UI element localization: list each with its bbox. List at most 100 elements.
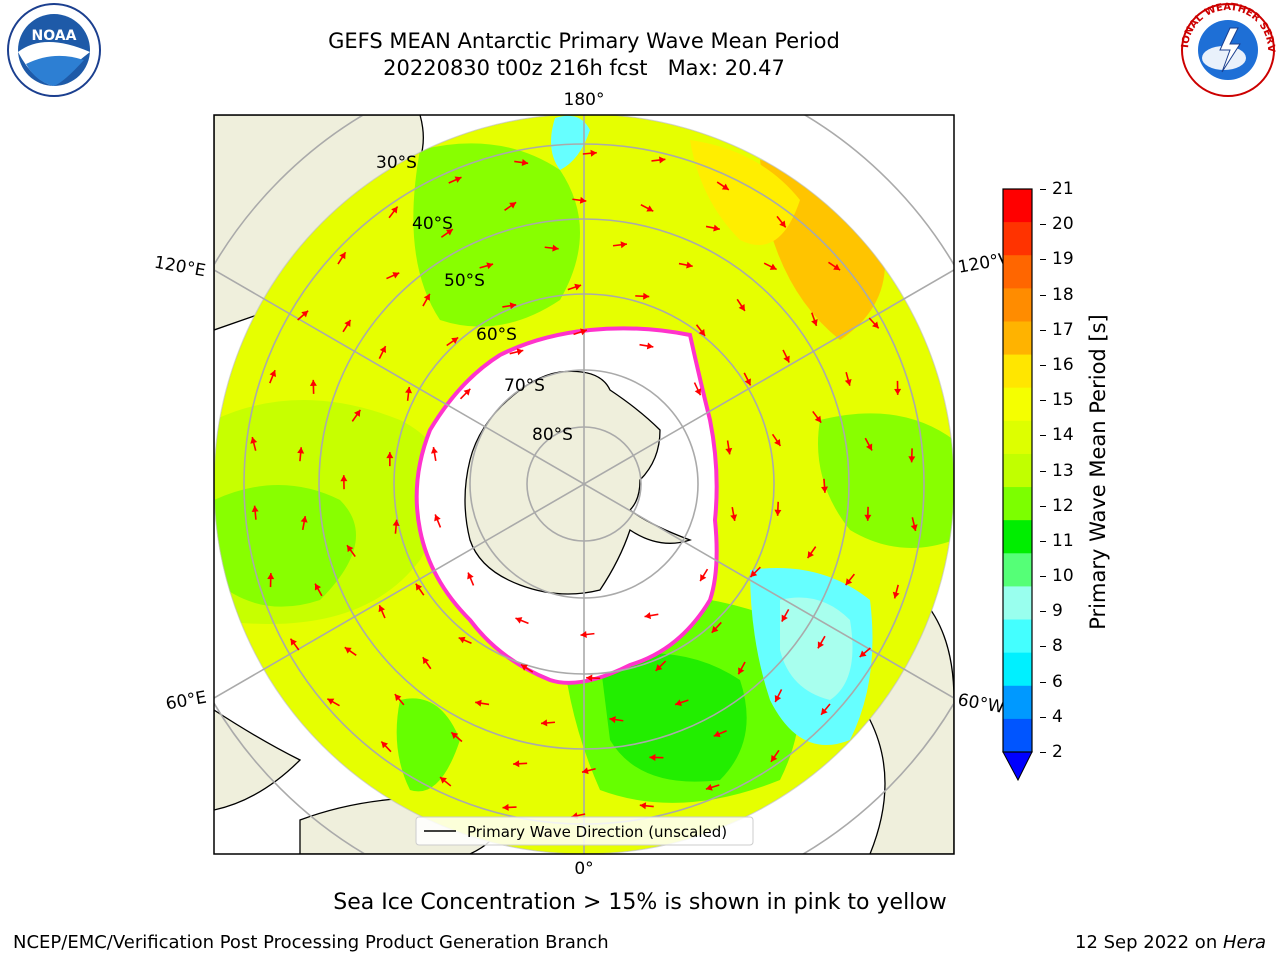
wave-arrow-head bbox=[513, 760, 520, 768]
wave-arrow-head bbox=[391, 206, 398, 214]
wave-arrow-head bbox=[300, 516, 308, 523]
wave-arrow-head bbox=[894, 388, 902, 395]
graticule bbox=[214, 115, 954, 854]
colorbar-band bbox=[1003, 553, 1032, 587]
colorbar-tick-label: 20 bbox=[1052, 214, 1074, 235]
colorbar-tick-mark bbox=[1040, 400, 1046, 402]
meridian-label-180: 180° bbox=[564, 90, 605, 110]
wave-arrow-head bbox=[769, 263, 777, 270]
wave-arrow-head bbox=[381, 741, 388, 749]
colorbar-band bbox=[1003, 586, 1032, 621]
wave-arrow-head bbox=[580, 328, 587, 336]
footer-host: Hera bbox=[1222, 932, 1266, 953]
wave-arrow-head bbox=[509, 202, 517, 209]
wave-arrow-head bbox=[521, 159, 529, 166]
wave-arrow-head bbox=[422, 657, 430, 665]
colorbar-tick-mark bbox=[1040, 224, 1046, 226]
nws-logo-icon: NATIONAL WEATHER SERVICE bbox=[1178, 2, 1276, 97]
wave-arrow-head bbox=[866, 443, 873, 451]
colorbar-band bbox=[1003, 520, 1032, 554]
wave-arrow-head bbox=[711, 625, 719, 633]
wave-arrow-head bbox=[269, 370, 277, 378]
colorbar-tick-label: 8 bbox=[1052, 636, 1063, 657]
colorbar-band bbox=[1003, 288, 1032, 322]
wave-arrow-head bbox=[458, 636, 466, 644]
wave-arrow-head bbox=[649, 754, 656, 762]
wave-arrow-head bbox=[515, 617, 523, 624]
colorbar-tick-mark bbox=[1040, 329, 1046, 331]
wave-arrow-head bbox=[379, 346, 387, 354]
wave-arrow-head bbox=[454, 176, 462, 183]
noaa-logo-text: NOAA bbox=[32, 28, 77, 44]
wave-arrow-head bbox=[700, 574, 707, 582]
wave-arrow-head bbox=[643, 292, 650, 300]
wave-arrow-head bbox=[445, 229, 453, 236]
wave-arrow-head bbox=[686, 261, 693, 269]
colorbar-tick-label: 11 bbox=[1052, 530, 1074, 551]
lat-label-70s: 70°S bbox=[504, 376, 545, 396]
wave-arrow-head bbox=[620, 241, 627, 249]
colorbar-tick-label: 13 bbox=[1052, 460, 1074, 481]
colorbar-band bbox=[1003, 652, 1032, 687]
colorbar-tick-mark bbox=[1040, 646, 1046, 648]
sea-ice-caption: Sea Ice Concentration > 15% is shown in … bbox=[333, 890, 947, 915]
colorbar-band bbox=[1003, 619, 1032, 654]
antarctica-landmass bbox=[464, 370, 692, 595]
wave-arrow-head bbox=[694, 388, 702, 396]
colorbar-tick-mark bbox=[1040, 576, 1046, 578]
wave-arrow-head bbox=[392, 519, 400, 527]
wave-arrow-head bbox=[771, 754, 778, 762]
lat-label-50s: 50°S bbox=[444, 271, 485, 291]
wave-arrow-head bbox=[781, 614, 788, 622]
footer-date-text: 12 Sep 2022 on bbox=[1075, 932, 1223, 953]
colorbar-band bbox=[1003, 718, 1032, 753]
wave-arrow-head bbox=[552, 244, 559, 252]
wave-arrow-head bbox=[405, 386, 413, 394]
colorbar-band bbox=[1003, 189, 1032, 223]
wave-arrow-head bbox=[451, 337, 459, 344]
wave-arrow-head bbox=[646, 342, 654, 350]
wave-arrow-head bbox=[344, 647, 352, 654]
colorbar-band bbox=[1003, 255, 1032, 289]
wave-arrow-head bbox=[774, 509, 782, 516]
wave-arrow-head bbox=[721, 183, 729, 190]
colorbar-tick-label: 4 bbox=[1052, 706, 1063, 727]
colorbar-tick-label: 12 bbox=[1052, 495, 1074, 516]
wave-arrow-head bbox=[251, 505, 259, 513]
wave-arrow-head bbox=[821, 486, 829, 493]
wave-arrow-head bbox=[750, 570, 758, 578]
colorbar-tick-label: 14 bbox=[1052, 425, 1074, 446]
wave-arrow-head bbox=[463, 388, 471, 396]
wave-arrow-head bbox=[467, 572, 474, 580]
wave-arrow-head bbox=[738, 667, 745, 675]
wave-arrow-head bbox=[698, 328, 706, 336]
colorbar-tick-label: 15 bbox=[1052, 390, 1074, 411]
lat-label-40s: 40°S bbox=[412, 214, 453, 234]
map-legend: Primary Wave Direction (unscaled) bbox=[415, 816, 754, 846]
wave-arrow-head bbox=[845, 578, 853, 586]
wave-arrow-head bbox=[516, 348, 524, 356]
wave-arrow-head bbox=[440, 777, 447, 784]
wave-arrow-head bbox=[541, 719, 548, 727]
wave-arrow-head bbox=[705, 783, 713, 791]
wave-arrow-head bbox=[451, 732, 459, 739]
wave-arrow-head bbox=[290, 638, 297, 646]
wave-arrow-head bbox=[655, 664, 663, 671]
wave-arrow-head bbox=[354, 409, 361, 417]
colorbar-tick-mark bbox=[1040, 364, 1046, 366]
wave-arrow-head bbox=[590, 149, 597, 157]
colorbar-band bbox=[1003, 354, 1032, 389]
colorbar-band bbox=[1003, 453, 1032, 488]
wave-arrow-head bbox=[864, 514, 872, 521]
colorbar-tick-label: 19 bbox=[1052, 249, 1074, 270]
map-subtitle: 20220830 t00z 216h fcst Max: 20.47 bbox=[383, 56, 785, 80]
colorbar-band bbox=[1003, 387, 1032, 422]
wave-arrow-head bbox=[609, 716, 616, 724]
wave-arrow-head bbox=[520, 664, 528, 671]
wave-arrow-head bbox=[859, 650, 867, 658]
map-frame bbox=[213, 114, 955, 855]
colorbar-tick-mark bbox=[1040, 259, 1046, 261]
wave-arrow-head bbox=[639, 802, 647, 810]
